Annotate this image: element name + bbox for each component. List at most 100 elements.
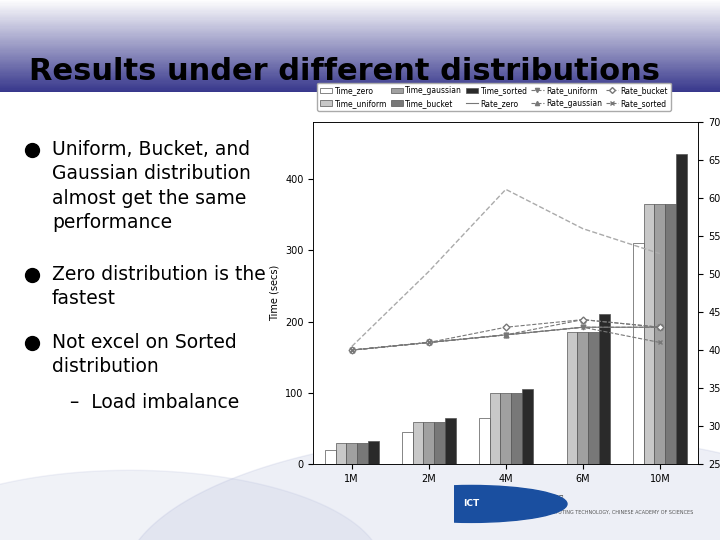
Text: –  Load imbalance: – Load imbalance: [70, 393, 239, 412]
Bar: [0, 66, 720, 68]
Bar: [0, 33, 720, 35]
Bar: [479, 418, 490, 464]
Bar: [0, 71, 720, 72]
Bar: [0, 0, 720, 1]
Bar: [0, 35, 720, 36]
Text: Not excel on Sorted
distribution: Not excel on Sorted distribution: [52, 333, 237, 376]
Bar: [0, 69, 720, 70]
Text: Uniform, Bucket, and
Gaussian distribution
almost get the same
performance: Uniform, Bucket, and Gaussian distributi…: [52, 140, 251, 232]
Bar: [0, 91, 720, 92]
Rate_bucket: [501, 324, 510, 330]
Rate_gaussian: [578, 316, 587, 323]
Line: Rate_sorted: Rate_sorted: [349, 325, 662, 353]
Line: Rate_zero: Rate_zero: [351, 327, 660, 350]
Bar: [0, 19, 720, 21]
Bar: [0, 63, 720, 64]
Bar: [0, 7, 720, 8]
Bar: [0, 78, 720, 79]
Bar: [0, 62, 720, 63]
Text: ICT: ICT: [463, 500, 480, 509]
Bar: [0, 8, 720, 9]
Bar: [0, 10, 720, 11]
Bar: [0, 83, 720, 84]
Rate_sorted: [578, 324, 587, 330]
Bar: [0, 79, 720, 80]
Bar: [445, 418, 456, 464]
Bar: [599, 314, 610, 464]
Bar: [0, 75, 720, 76]
Bar: [0, 73, 720, 75]
Bar: [0, 44, 720, 45]
Bar: [0, 18, 720, 19]
Bar: [0, 76, 720, 77]
Bar: [0, 23, 720, 24]
Bar: [0, 5, 720, 6]
Line: Rate_uniform: Rate_uniform: [349, 325, 662, 353]
Rate_uniform: [501, 332, 510, 338]
Rate_sorted: [501, 332, 510, 338]
Bar: [0, 64, 720, 65]
Bar: [325, 450, 336, 464]
Bar: [0, 39, 720, 40]
Bar: [500, 393, 511, 464]
Bar: [0, 22, 720, 23]
Bar: [0, 25, 720, 26]
Bar: [0, 38, 720, 39]
Bar: [0, 30, 720, 31]
Rate_zero: [501, 332, 510, 338]
Bar: [633, 243, 644, 464]
Bar: [0, 16, 720, 17]
Bar: [0, 87, 720, 89]
Rate_sorted: [347, 347, 356, 353]
Bar: [0, 53, 720, 54]
Bar: [0, 82, 720, 83]
Bar: [336, 443, 346, 464]
Rate_gaussian: [655, 324, 664, 330]
Bar: [0, 21, 720, 22]
Bar: [511, 393, 522, 464]
Bar: [0, 24, 720, 25]
Bar: [0, 42, 720, 43]
Bar: [676, 154, 687, 464]
Bar: [567, 332, 577, 464]
Rate_bucket: [425, 339, 433, 346]
Bar: [0, 15, 720, 16]
Line: Rate_bucket: Rate_bucket: [349, 317, 662, 353]
Bar: [0, 37, 720, 38]
Bar: [0, 77, 720, 78]
Bar: [434, 422, 445, 464]
Text: 中国科学院计算技术研究所: 中国科学院计算技术研究所: [509, 495, 564, 504]
Bar: [577, 332, 588, 464]
Bar: [402, 432, 413, 464]
Bar: [665, 204, 676, 464]
Bar: [0, 40, 720, 42]
Line: Rate_gaussian: Rate_gaussian: [349, 317, 662, 353]
Bar: [0, 84, 720, 85]
Bar: [0, 61, 720, 62]
Bar: [0, 85, 720, 86]
Circle shape: [376, 485, 567, 522]
Legend: Time_zero, Time_uniform, Time_gaussian, Time_bucket, Time_sorted, Rate_zero, Rat: Time_zero, Time_uniform, Time_gaussian, …: [317, 83, 671, 111]
Bar: [522, 389, 533, 464]
Y-axis label: Time (secs): Time (secs): [269, 265, 279, 321]
Rate_zero: [425, 339, 433, 346]
Rate_bucket: [655, 324, 664, 330]
Text: Zero distribution is the
fastest: Zero distribution is the fastest: [52, 265, 266, 308]
Bar: [0, 29, 720, 30]
Text: INSTITUTE OF COMPUTING TECHNOLOGY, CHINESE ACADEMY OF SCIENCES: INSTITUTE OF COMPUTING TECHNOLOGY, CHINE…: [509, 510, 693, 515]
Text: Results under different distributions: Results under different distributions: [29, 57, 660, 86]
Bar: [423, 422, 434, 464]
Bar: [644, 204, 654, 464]
Bar: [0, 80, 720, 82]
Bar: [0, 56, 720, 57]
Bar: [0, 14, 720, 15]
Bar: [368, 441, 379, 464]
Bar: [0, 47, 720, 48]
Bar: [490, 393, 500, 464]
Bar: [0, 12, 720, 14]
Bar: [0, 1, 720, 2]
Bar: [0, 72, 720, 73]
Rate_uniform: [655, 324, 664, 330]
Bar: [0, 2, 720, 3]
Bar: [0, 58, 720, 60]
